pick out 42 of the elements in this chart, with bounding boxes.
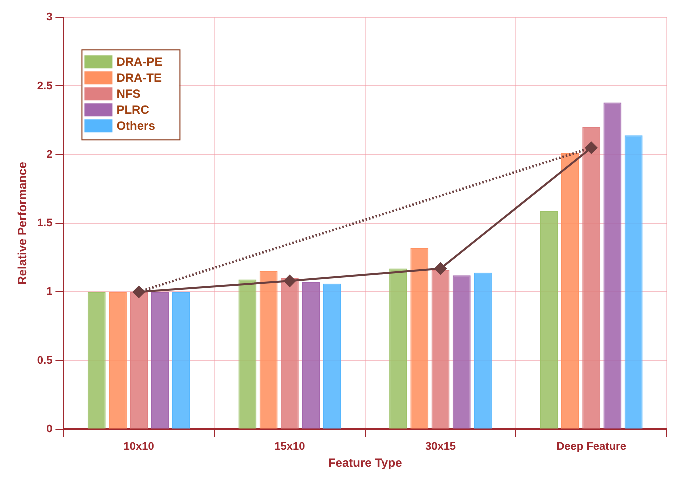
bar xyxy=(582,127,601,429)
x-tick-label: 10x10 xyxy=(124,441,154,454)
bar xyxy=(130,292,148,429)
x-tick-label: Deep Feature xyxy=(556,441,626,454)
x-tick-label: 30x15 xyxy=(425,441,456,454)
point xyxy=(133,286,146,298)
y-tick-label: 1.5 xyxy=(37,218,53,230)
legend-label: NFS xyxy=(116,86,141,101)
bar xyxy=(624,136,643,429)
y-tick-label: 0 xyxy=(46,423,53,436)
legend-label: DRA-PE xyxy=(116,54,163,69)
bar xyxy=(561,153,580,429)
bar xyxy=(260,272,278,429)
bar xyxy=(540,211,558,429)
bar xyxy=(151,292,170,429)
bar xyxy=(474,272,492,429)
bar xyxy=(323,284,342,429)
bar xyxy=(390,268,408,429)
bar xyxy=(280,278,299,429)
y-tick-label: 2.5 xyxy=(37,80,53,92)
y-tick-label: 2 xyxy=(46,148,53,161)
bar xyxy=(172,292,190,429)
y-tick-label: 3 xyxy=(46,12,53,24)
bar xyxy=(452,276,471,429)
bar xyxy=(109,292,127,429)
bar xyxy=(88,292,106,429)
legend-label: Others xyxy=(116,118,156,133)
x-axis-title: Feature Type xyxy=(328,456,403,470)
bar xyxy=(410,248,429,429)
legend-label: PLRC xyxy=(116,102,150,117)
y-axis-title: Relative Performance xyxy=(16,162,30,285)
bar xyxy=(604,102,622,429)
point xyxy=(434,262,447,275)
y-tick-label: 1 xyxy=(46,286,53,298)
bar xyxy=(302,282,320,429)
legend-label: DRA-TE xyxy=(116,70,162,85)
point xyxy=(284,275,296,288)
y-tick-label: 0.5 xyxy=(37,354,53,367)
bar xyxy=(238,280,257,429)
point xyxy=(586,142,598,154)
bar xyxy=(432,270,450,429)
x-tick-label: 15x10 xyxy=(274,441,306,454)
